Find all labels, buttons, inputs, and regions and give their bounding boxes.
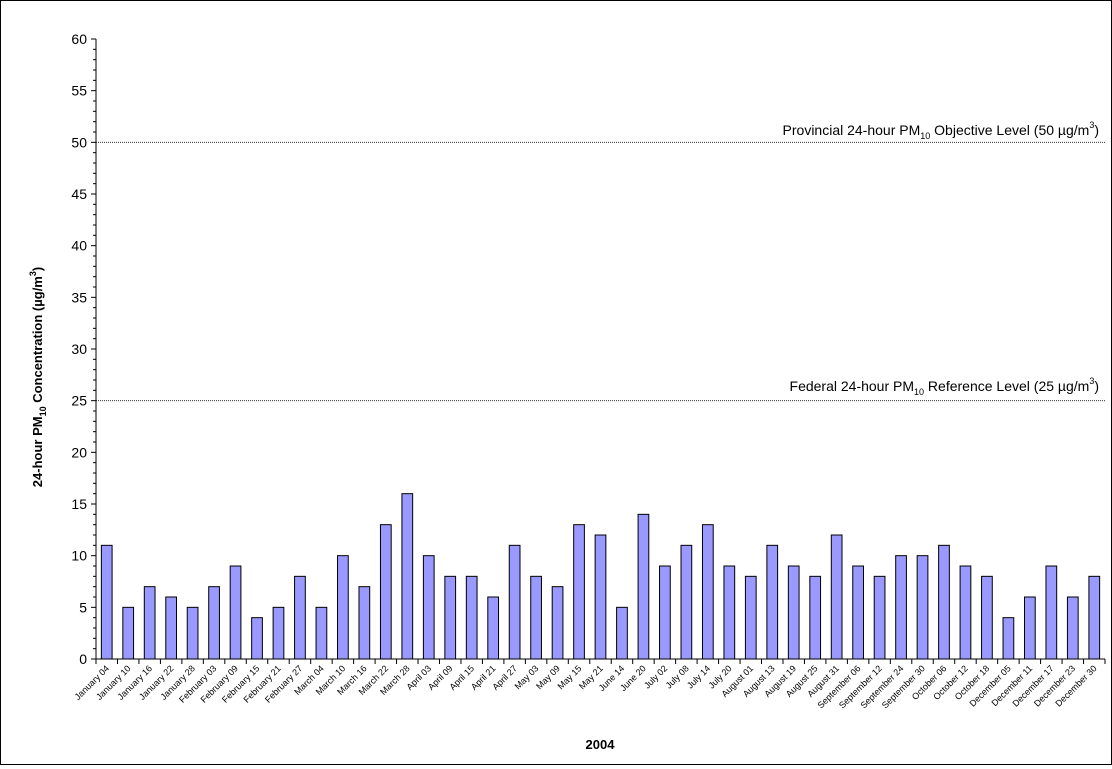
bar xyxy=(551,586,564,660)
y-tick-label: 20 xyxy=(71,444,87,460)
bar xyxy=(444,575,457,660)
reference-lines xyxy=(96,141,1105,402)
bar xyxy=(186,606,199,660)
y-tick-label: 30 xyxy=(71,341,87,357)
bar xyxy=(744,575,757,660)
y-tick-label: 45 xyxy=(71,186,87,202)
bar xyxy=(830,534,843,660)
bar xyxy=(122,606,135,660)
bar xyxy=(873,575,886,660)
y-tick-label: 15 xyxy=(71,496,87,512)
bars xyxy=(100,493,1101,660)
y-tick-label: 60 xyxy=(71,31,87,47)
bar xyxy=(508,544,521,660)
bar xyxy=(680,544,693,660)
bar xyxy=(337,555,349,660)
bar xyxy=(981,575,993,660)
bar xyxy=(1066,596,1079,660)
bar xyxy=(422,555,435,660)
y-tick-label: 35 xyxy=(71,289,87,305)
bar xyxy=(895,555,907,660)
bar xyxy=(659,565,671,660)
bar xyxy=(1088,575,1101,660)
bar xyxy=(379,524,392,660)
bar xyxy=(938,544,950,660)
bar xyxy=(401,493,414,660)
bar xyxy=(852,565,864,660)
y-tick-label: 0 xyxy=(79,651,87,667)
bar xyxy=(143,586,156,660)
y-tick-label: 25 xyxy=(71,393,87,409)
bar xyxy=(208,586,220,660)
bar xyxy=(315,606,328,660)
y-tick-label: 40 xyxy=(71,238,87,254)
bar xyxy=(487,596,500,660)
bar xyxy=(916,555,929,660)
bar xyxy=(594,534,607,660)
bar xyxy=(701,524,714,660)
bar xyxy=(100,544,113,660)
y-axis: 0 5 10 15 20 25 30 35 40 45 50 55 60 xyxy=(71,31,97,667)
y-tick-label: 50 xyxy=(71,134,87,150)
federal-reference-label: Federal 24-hour PM10 Reference Level (25… xyxy=(790,376,1099,397)
bar xyxy=(358,586,371,660)
bar xyxy=(766,544,779,660)
bar xyxy=(229,565,242,660)
bar xyxy=(1023,596,1036,660)
bar xyxy=(251,617,263,660)
bar xyxy=(465,575,478,660)
bar xyxy=(294,575,306,660)
bar xyxy=(959,565,972,660)
bar xyxy=(165,596,178,660)
bar xyxy=(809,575,822,660)
x-axis-title: 2004 xyxy=(586,737,616,752)
y-tick-label: 55 xyxy=(71,83,87,99)
bar xyxy=(616,606,628,660)
y-axis-title: 24-hour PM10 Concentration (µg/m3) xyxy=(28,267,48,487)
bar xyxy=(530,575,542,660)
bar xyxy=(573,524,585,660)
provincial-objective-label: Provincial 24-hour PM10 Objective Level … xyxy=(783,120,1099,141)
bar xyxy=(787,565,800,660)
bar xyxy=(637,513,650,660)
bar xyxy=(723,565,736,660)
bar xyxy=(1045,565,1058,660)
bar xyxy=(272,606,285,660)
y-tick-label: 10 xyxy=(71,548,87,564)
bar xyxy=(1002,617,1015,660)
y-tick-label: 5 xyxy=(79,599,87,615)
